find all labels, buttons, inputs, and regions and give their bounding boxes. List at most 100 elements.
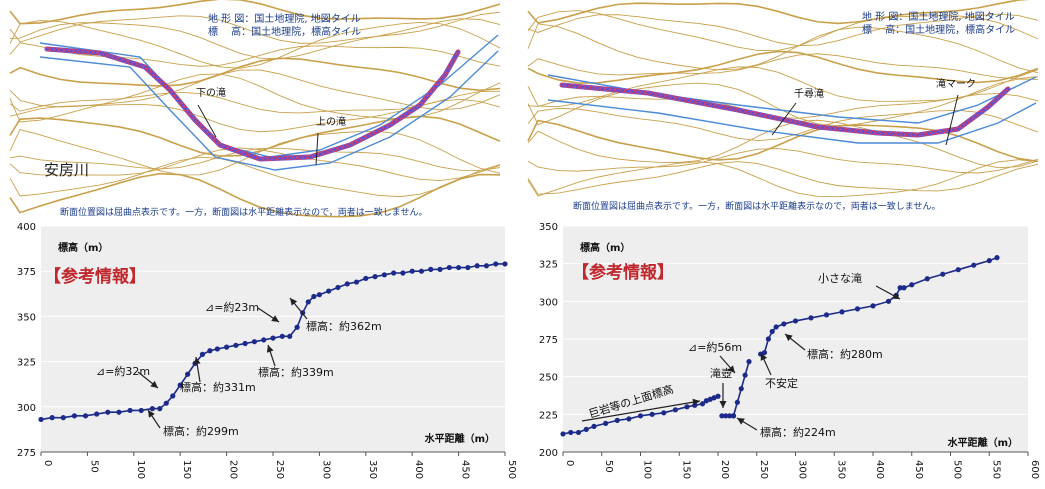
data-point <box>105 409 111 415</box>
contour-line <box>527 148 1039 174</box>
left-track-dot <box>73 48 79 54</box>
left-track-dot <box>455 49 461 55</box>
left-track-dot <box>297 154 303 160</box>
left-track-dot <box>102 52 108 58</box>
right-track-dot <box>860 129 866 134</box>
y-axis-title: 標高（m） <box>58 241 108 254</box>
x-tick-label: 400 <box>874 460 885 479</box>
data-point <box>940 271 946 277</box>
right-track-dot <box>760 112 766 118</box>
left-track-dot <box>203 128 209 134</box>
right-track-dot <box>985 104 991 110</box>
left-track-dot <box>356 138 362 144</box>
data-point <box>971 262 977 268</box>
right-track-dot <box>770 114 776 120</box>
data-point <box>897 285 903 291</box>
right-track-dot <box>564 83 570 88</box>
left-map-credit: 地 形 図：国土地理院, 地図タイル 標 高：国土地理院，標高タイル <box>208 14 362 38</box>
right-track-dot <box>915 132 921 138</box>
contour-line <box>527 161 1039 195</box>
annotation-unstable: 不安定 <box>765 376 798 390</box>
data-point <box>157 406 163 412</box>
left-track-dot <box>447 63 453 69</box>
data-point <box>994 255 1000 261</box>
contour-line <box>527 23 1039 74</box>
right-track-dot <box>559 82 565 88</box>
left-track-dot <box>97 50 103 56</box>
left-track-dot <box>196 121 202 127</box>
left-map-caption: 断面位置図は屈曲点表示です。一方，断面図は水平距離表示なので，両者は一致しません… <box>60 208 428 218</box>
reference-label: 【参考情報】 <box>44 266 146 287</box>
left-track-dot <box>227 146 233 151</box>
annotation-elev-339: 標高：約339m <box>258 365 334 379</box>
right-track-dot <box>875 130 881 136</box>
left-track-dot <box>332 147 338 152</box>
x-tick-label: 400 <box>413 460 424 479</box>
data-point <box>270 335 276 341</box>
x-tick-label: 250 <box>758 460 769 479</box>
data-point <box>885 298 892 304</box>
contour-line <box>9 20 501 69</box>
data-point <box>233 342 239 348</box>
data-point <box>626 416 632 422</box>
right-track-dot <box>615 87 621 93</box>
left-track-dot <box>282 155 288 161</box>
right-track-dot <box>870 130 876 135</box>
data-point <box>603 420 609 426</box>
contour-line <box>527 10 1039 51</box>
left-track-dot <box>450 58 456 64</box>
right-track-dot <box>740 108 746 114</box>
left-track-dot <box>160 80 166 86</box>
right-track-dot <box>895 131 901 137</box>
left-track-dot <box>127 59 133 65</box>
data-point <box>456 264 462 271</box>
data-point <box>279 333 285 339</box>
left-track-dot <box>232 147 238 153</box>
left-track-dot <box>189 113 195 119</box>
contour-line <box>9 147 501 171</box>
annotation-delta-56: ⊿=約56m <box>688 340 742 354</box>
x-tick-label: 450 <box>460 460 471 479</box>
annotation-elev-362: 標高：約362m <box>306 319 382 333</box>
right-track-dot <box>800 121 806 127</box>
left-track-dot <box>436 80 442 85</box>
left-track-dot <box>287 155 293 161</box>
contour-line <box>527 107 1039 142</box>
right-track-dot <box>755 111 761 117</box>
reference-label: 【参考情報】 <box>572 262 674 283</box>
x-tick-label: 600 <box>1029 460 1040 479</box>
data-point <box>583 426 589 432</box>
right-track-dot <box>968 117 974 123</box>
data-point <box>82 413 89 419</box>
right-track-dot <box>650 91 656 97</box>
right-map-caption: 断面位置図は屈曲点表示です。一方，断面図は水平距離表示なので，両者は一致しません… <box>573 202 941 212</box>
contour-line <box>9 57 501 92</box>
x-tick-label: 100 <box>642 460 653 479</box>
right-track-dot <box>735 107 741 113</box>
left-track-dot <box>153 74 159 80</box>
left-track-dot <box>92 50 98 56</box>
left-track-dot <box>83 49 88 55</box>
data-point <box>614 417 620 423</box>
right-track-dot <box>705 101 711 107</box>
arrow-delta-56-head <box>727 365 735 373</box>
left-track-dot <box>322 150 328 155</box>
data-point <box>727 413 733 419</box>
contour-line <box>527 0 1030 25</box>
right-track-dot <box>925 131 931 136</box>
annotation-delta-32: ⊿=約32m <box>96 364 150 378</box>
data-point <box>185 371 191 377</box>
contour-line <box>9 172 501 218</box>
data-point <box>773 324 779 330</box>
x-tick-label: 200 <box>228 460 239 479</box>
right-track-dot <box>815 124 821 130</box>
left-track-dot <box>365 133 371 139</box>
right-track-dot <box>989 100 995 106</box>
x-tick-label: 100 <box>135 460 146 479</box>
left-track-dot <box>378 126 384 132</box>
right-track-dot <box>640 90 646 95</box>
right-track-dot <box>900 131 906 137</box>
right-track-dot <box>940 128 946 134</box>
x-tick-label: 50 <box>88 460 99 473</box>
left-track-dot <box>337 145 343 151</box>
